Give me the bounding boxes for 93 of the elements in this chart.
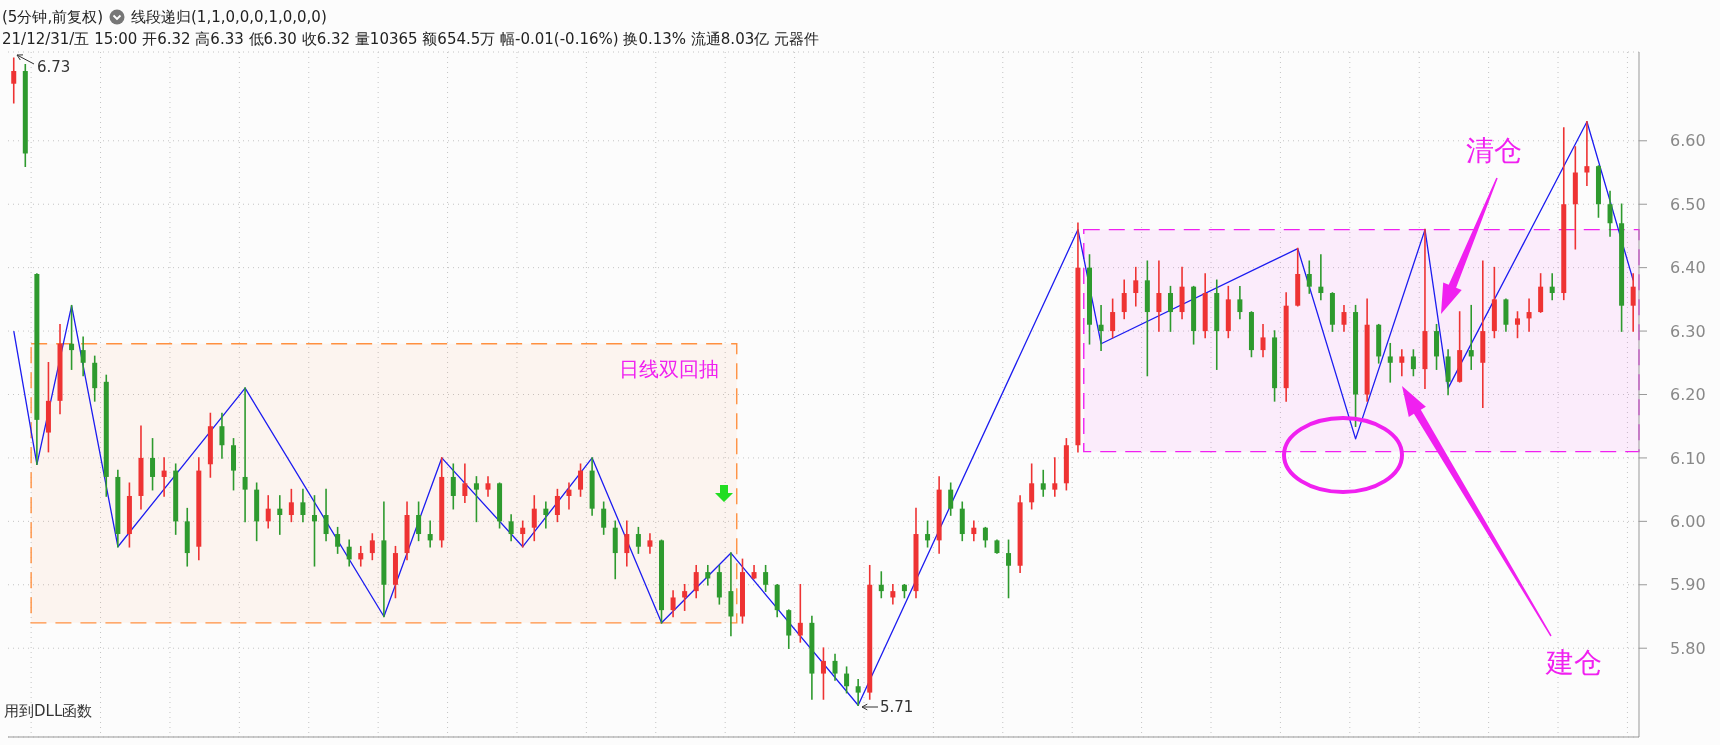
chart-title: (5分钟,前复权) [2, 8, 104, 26]
candlestick [1098, 304, 1104, 351]
candlestick [543, 501, 549, 529]
candlestick [520, 520, 526, 548]
candlestick [288, 488, 294, 523]
y-tick-label: 6.30 [1670, 321, 1706, 341]
candlestick [416, 501, 422, 542]
candlestick [763, 564, 769, 592]
candlestick [1133, 266, 1139, 307]
candlestick [844, 666, 850, 694]
candlestick [925, 520, 931, 548]
candlestick [647, 533, 653, 554]
candlestick [1584, 120, 1590, 186]
candlestick [1167, 285, 1173, 332]
y-tick-label: 6.60 [1670, 131, 1706, 151]
candlestick [1549, 273, 1555, 301]
candlestick [1040, 469, 1046, 497]
candlestick [242, 387, 248, 523]
candlestick [1630, 273, 1636, 332]
candlestick [1526, 298, 1532, 332]
candlestick [323, 488, 329, 542]
candlestick [1121, 279, 1127, 320]
candlestick [797, 583, 803, 643]
candlestick [554, 488, 560, 523]
candlestick [832, 653, 838, 681]
candlestick [878, 571, 884, 599]
candlestick [624, 520, 630, 567]
candlestick [578, 463, 584, 497]
candlestick [1306, 260, 1312, 294]
y-tick-label: 5.90 [1670, 575, 1706, 595]
candlestick [1515, 311, 1520, 339]
candlestick [450, 463, 456, 510]
candlestick [300, 488, 306, 523]
candlestick [462, 463, 468, 504]
candlestick [601, 501, 607, 535]
y-tick-label: 6.10 [1670, 448, 1706, 468]
candlestick [1318, 254, 1324, 301]
candlestick [1341, 304, 1347, 332]
candlestick [1006, 539, 1012, 599]
candlestick [11, 57, 17, 104]
candlestick [971, 520, 977, 542]
candlestick [1410, 349, 1416, 377]
candlestick [161, 457, 167, 497]
candlestick [69, 304, 75, 370]
candlestick [1029, 463, 1035, 510]
candlestick [820, 647, 826, 700]
candlestick [358, 545, 364, 567]
annotation: 5.71 [880, 698, 914, 716]
candlestick [427, 520, 433, 548]
y-tick-label: 6.40 [1670, 258, 1706, 278]
candlestick [1156, 260, 1162, 332]
candlestick [508, 514, 514, 542]
candlestick [531, 495, 537, 542]
annotation: 6.73 [37, 58, 71, 76]
candlestick [1399, 349, 1405, 377]
candlestick [1110, 298, 1116, 339]
y-tick-label: 6.00 [1670, 512, 1706, 532]
annotation: 建仓 [1545, 646, 1602, 679]
candlestick [1387, 342, 1393, 383]
candlestick [855, 679, 861, 707]
candlestick [635, 526, 641, 554]
candlestick [277, 495, 283, 535]
candlestick [485, 476, 491, 497]
candlestick [1237, 285, 1243, 320]
candlestick [982, 526, 988, 548]
candlestick [473, 476, 479, 523]
y-tick-label: 6.20 [1670, 385, 1706, 405]
candlestick [311, 495, 317, 567]
candlestick [80, 336, 86, 377]
candlestick [890, 583, 896, 605]
candlestick [682, 583, 688, 611]
candlestick [948, 482, 954, 516]
annotation: 用到DLL函数 [4, 702, 93, 720]
candlestick [566, 482, 572, 510]
candlestick [1260, 323, 1266, 358]
candlestick [1052, 457, 1058, 497]
candlestick [335, 526, 341, 554]
candlestick [670, 590, 676, 618]
candlestick [693, 564, 699, 599]
candlestick [265, 495, 271, 529]
y-tick-label: 6.50 [1670, 194, 1706, 214]
band-label: 日线双回抽 [618, 356, 719, 381]
candlestick [705, 564, 711, 586]
candlestick [1607, 190, 1613, 237]
candlestick [369, 533, 375, 561]
candlestick [150, 438, 156, 491]
text: 21/12/31/五 15:00 开6.32 高6.33 低6.30 收6.32 量10365 额654.5万 幅-0.01(-0.16%) 换0.13% 流通8.03亿 元器件 [2, 30, 819, 48]
candlestick [346, 539, 352, 567]
annotation: 清仓 [1466, 134, 1522, 167]
candlestick [1468, 304, 1474, 370]
chart-subtitle: 线段递归(1,1,0,0,0,1,0,0,0) [131, 8, 327, 26]
y-tick-label: 5.80 [1670, 638, 1706, 658]
candlestick [219, 412, 225, 459]
